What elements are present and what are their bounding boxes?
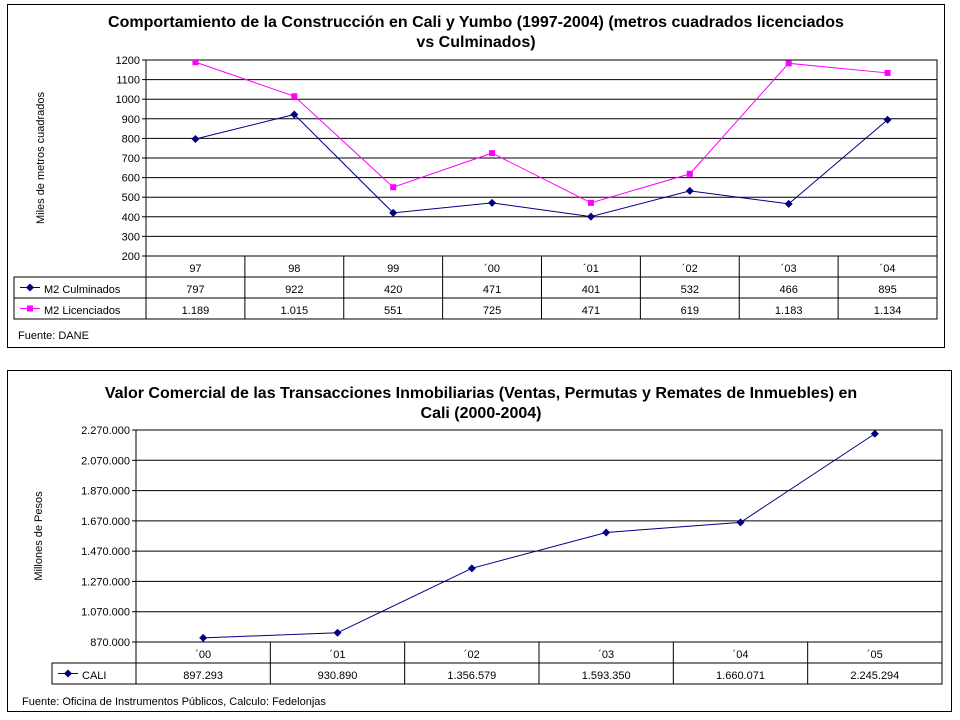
y-tick-label: 1200 [116, 55, 140, 67]
x-category-label: 98 [288, 263, 300, 275]
y-tick-label: 1.670.000 [81, 516, 130, 528]
data-point-0 [602, 528, 611, 537]
x-category-label: ´01 [330, 649, 346, 661]
data-point-0 [333, 628, 342, 637]
x-category-label: 99 [387, 263, 399, 275]
x-category-label: ´03 [598, 649, 614, 661]
y-tick-label: 800 [122, 133, 140, 145]
legend-series-name: CALI [82, 670, 106, 682]
data-table-value: 895 [878, 284, 896, 296]
y-tick-label: 700 [122, 153, 140, 165]
y-tick-label: 1.870.000 [81, 486, 130, 498]
data-table-value: 401 [582, 284, 600, 296]
data-point-0 [199, 633, 208, 642]
x-category-label: ´04 [880, 263, 896, 275]
y-tick-label: 500 [122, 192, 140, 204]
data-point-0 [736, 518, 745, 527]
x-category-label: ´00 [195, 649, 211, 661]
x-category-label: ´05 [867, 649, 883, 661]
y-tick-label: 900 [122, 114, 140, 126]
x-category-label: ´01 [583, 263, 599, 275]
data-table-value: 1.134 [874, 305, 902, 317]
source-note: Fuente: Oficina de Instrumentos Públicos… [22, 696, 326, 708]
chart-panel-valor-comercial: Valor Comercial de las Transacciones Inm… [7, 370, 952, 712]
y-tick-label: 1000 [116, 94, 140, 106]
data-point-0 [467, 564, 476, 573]
y-tick-label: 1100 [116, 75, 140, 87]
data-point-0 [586, 212, 595, 221]
y-tick-label: 2.070.000 [81, 455, 130, 467]
y-tick-label: 1.470.000 [81, 546, 130, 558]
y-tick-label: 400 [122, 212, 140, 224]
y-tick-label: 200 [122, 251, 140, 263]
data-table-value: 922 [285, 284, 303, 296]
chart-panel-construccion: Comportamiento de la Construcción en Cal… [7, 4, 945, 348]
data-table-value: 471 [582, 305, 600, 317]
data-point-1 [192, 59, 199, 66]
y-axis-label: Miles de metros cuadrados [35, 91, 47, 224]
series-line-1 [195, 61, 888, 204]
source-note: Fuente: DANE [18, 330, 89, 342]
data-point-0 [883, 115, 892, 124]
x-category-label: 97 [189, 263, 201, 275]
data-table-value: 420 [384, 284, 402, 296]
data-table-value: 1.356.579 [447, 670, 496, 682]
data-point-0 [290, 110, 299, 119]
data-point-0 [685, 186, 694, 195]
data-table-value: 797 [186, 284, 204, 296]
data-table-value: 551 [384, 305, 402, 317]
chart-construccion: Comportamiento de la Construcción en Cal… [13, 14, 938, 342]
data-point-1 [489, 150, 496, 157]
data-point-1 [686, 170, 693, 177]
data-table-value: 725 [483, 305, 501, 317]
y-tick-label: 300 [122, 231, 140, 243]
data-point-1 [291, 93, 298, 100]
series-line-0 [195, 113, 888, 218]
x-category-label: ´03 [781, 263, 797, 275]
y-tick-label: 870.000 [90, 637, 130, 649]
x-category-label: ´04 [733, 649, 749, 661]
series-line-0 [203, 433, 876, 639]
data-table-value: 1.660.071 [716, 670, 765, 682]
y-tick-label: 1.070.000 [81, 607, 130, 619]
data-point-1 [390, 184, 397, 191]
data-table-value: 619 [681, 305, 699, 317]
x-category-label: ´00 [484, 263, 500, 275]
chart-title-line: Cali (2000-2004) [421, 405, 542, 422]
data-table-value: 1.593.350 [582, 670, 631, 682]
data-table-value: 2.245.294 [850, 670, 899, 682]
chart-valor-comercial: Valor Comercial de las Transacciones Inm… [22, 385, 943, 708]
y-tick-label: 2.270.000 [81, 425, 130, 437]
data-point-1 [785, 60, 792, 67]
legend-key-marker-0 [26, 283, 34, 292]
y-tick-label: 1.270.000 [81, 576, 130, 588]
x-category-label: ´02 [464, 649, 480, 661]
data-table-value: 1.183 [775, 305, 803, 317]
data-table-value: 532 [681, 284, 699, 296]
data-table-value: 471 [483, 284, 501, 296]
plot-area [135, 429, 943, 643]
data-point-0 [784, 199, 793, 208]
data-point-1 [884, 69, 891, 76]
data-point-0 [870, 429, 879, 438]
data-table-value: 1.189 [182, 305, 210, 317]
data-table-value: 897.293 [183, 670, 223, 682]
chart-title-line: Valor Comercial de las Transacciones Inm… [105, 385, 857, 402]
data-table-value: 1.015 [281, 305, 309, 317]
data-table-value: 930.890 [318, 670, 358, 682]
data-point-1 [587, 199, 594, 206]
chart-title-line: vs Culminados) [416, 34, 535, 51]
legend-series-name: M2 Culminados [44, 284, 121, 296]
y-tick-label: 600 [122, 173, 140, 185]
data-point-0 [488, 198, 497, 207]
data-point-0 [191, 134, 200, 143]
data-table-value: 466 [780, 284, 798, 296]
x-category-label: ´02 [682, 263, 698, 275]
legend-key-marker-1 [27, 305, 33, 312]
legend-series-name: M2 Licenciados [44, 305, 121, 317]
y-axis-label: Millones de Pesos [33, 491, 45, 581]
chart-title-line: Comportamiento de la Construcción en Cal… [108, 14, 844, 31]
data-point-0 [389, 208, 398, 217]
legend-key-marker-0 [64, 669, 72, 678]
